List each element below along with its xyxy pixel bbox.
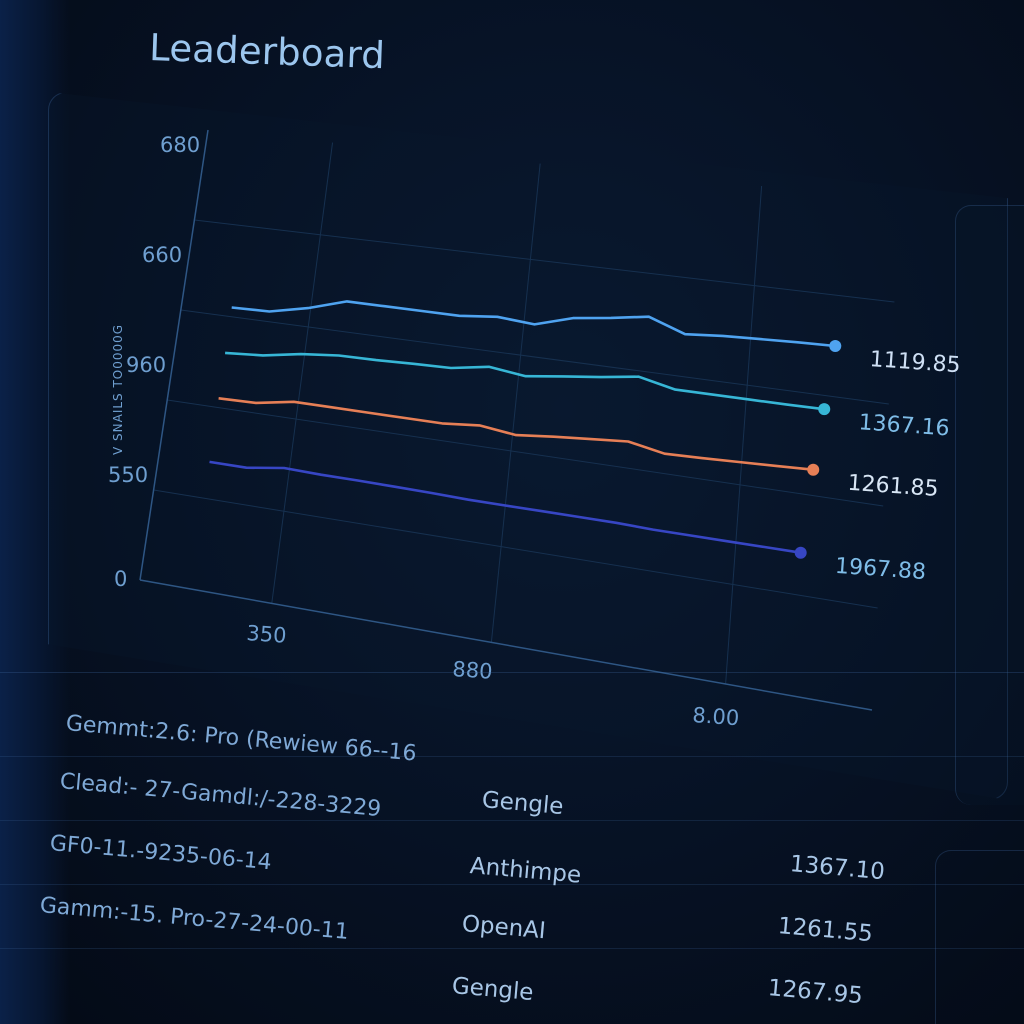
- x-axis-line: [139, 579, 873, 711]
- grid-line-v: [271, 142, 334, 604]
- table-row[interactable]: Gemmt:2.6: Pro (Rewiew 66--16: [0, 697, 1024, 767]
- y-tick-label: 0: [114, 567, 127, 591]
- grid-line-h: [194, 219, 895, 303]
- side-panel-edge-lower: [935, 850, 1024, 1024]
- series-end-point[interactable]: [818, 403, 831, 416]
- series-end-point[interactable]: [807, 463, 820, 476]
- window-edge: [0, 0, 70, 1024]
- series-end-point[interactable]: [794, 546, 807, 559]
- model-name: Clead:- 27-Gamdl:/-228-3229: [58, 769, 383, 823]
- grid-line-v: [490, 163, 541, 643]
- series-line: [225, 351, 825, 411]
- model-name: GF0-11.-9235-06-14: [48, 831, 273, 876]
- series-end-point[interactable]: [829, 339, 842, 352]
- leaderboard-table: Gemmt:2.6: Pro (Rewiew 66--16 Clead:- 27…: [0, 672, 1024, 1024]
- organization: Anthimpe: [468, 853, 583, 889]
- series-end-label: 1367.16: [858, 410, 951, 441]
- series-line: [218, 397, 814, 471]
- grid-line-v: [725, 185, 763, 685]
- score: 1267.95: [766, 975, 864, 1010]
- x-tick-label: 350: [246, 621, 288, 648]
- grid-line-h: [153, 489, 878, 609]
- y-axis-line: [139, 129, 209, 581]
- organization: Gengle: [480, 787, 565, 821]
- y-axis-label: V SNAILS TO0000G: [111, 324, 125, 455]
- organization: Gengle: [450, 973, 535, 1007]
- series-end-label: 1261.85: [847, 471, 940, 502]
- side-panel-edge: [955, 205, 1024, 805]
- table-row[interactable]: GF0-11.-9235-06-14 Anthimpe 1367.10: [0, 825, 1024, 889]
- table-row[interactable]: Gamm:-15. Pro-27-24-00-11 OpenAI 1261.55: [0, 889, 1024, 949]
- x-tick-label: 8.00: [692, 703, 740, 730]
- series-end-label: 1967.88: [834, 554, 927, 585]
- score: 1261.55: [776, 913, 874, 948]
- model-name: Gamm:-15. Pro-27-24-00-11: [38, 893, 350, 945]
- y-tick-label: 960: [126, 353, 166, 377]
- score: 1367.10: [788, 851, 886, 886]
- table-row[interactable]: Gengle 1267.95: [0, 953, 1024, 1013]
- series-line: [209, 460, 801, 554]
- x-tick-label: 880: [452, 657, 494, 684]
- y-tick-label: 680: [160, 133, 200, 157]
- grid-line-h: [167, 399, 884, 507]
- model-name: Gemmt:2.6: Pro (Rewiew 66--16: [64, 711, 418, 767]
- y-tick-label: 550: [108, 463, 148, 487]
- series-end-label: 1119.85: [869, 347, 962, 378]
- table-row[interactable]: Clead:- 27-Gamdl:/-228-3229 Gengle: [0, 761, 1024, 823]
- organization: OpenAI: [460, 911, 547, 945]
- series-line: [231, 300, 836, 348]
- y-tick-label: 660: [142, 243, 182, 267]
- grid-line-h: [180, 309, 889, 405]
